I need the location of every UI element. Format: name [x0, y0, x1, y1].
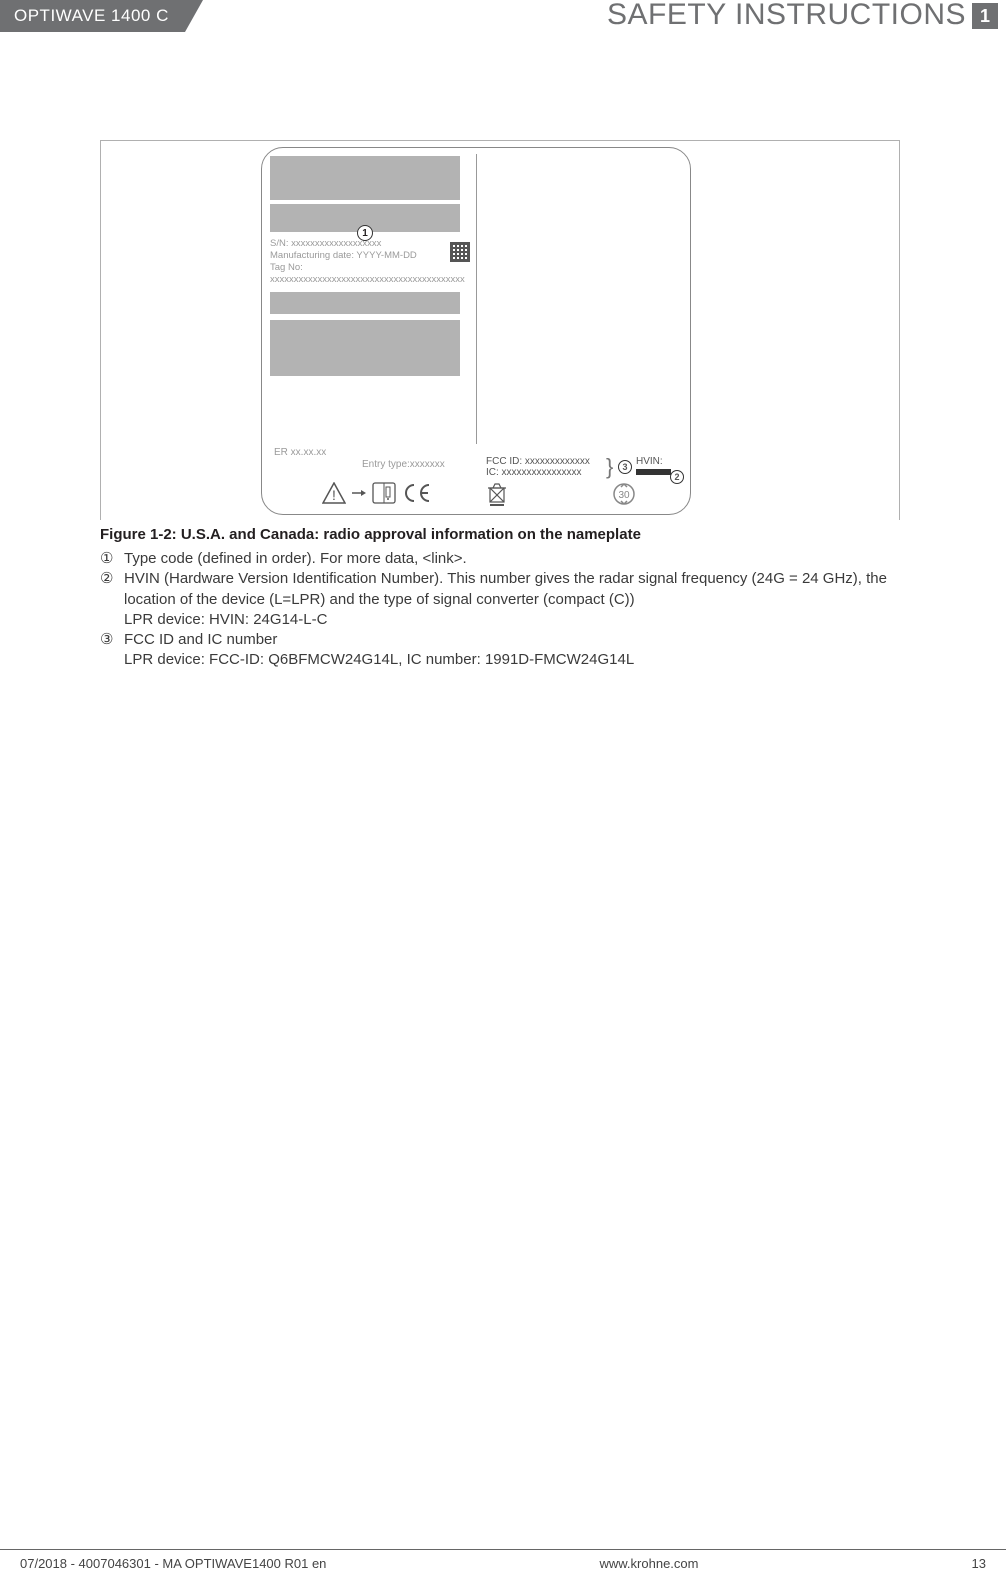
legend-num-1: ① [100, 549, 124, 569]
callout-2: 2 [670, 470, 684, 484]
footer-right: 13 [972, 1556, 986, 1571]
sn-block: S/N: xxxxxxxxxxxxxxxxxxx Manufacturing d… [270, 238, 470, 286]
figure-wrap: 1 S/N: xxxxxxxxxxxxxxxxxxx Manufacturing… [100, 140, 900, 671]
arrow-icon [352, 488, 366, 498]
figure-frame: 1 S/N: xxxxxxxxxxxxxxxxxxx Manufacturing… [100, 140, 900, 520]
tagno-line: Tag No: [270, 262, 470, 274]
svg-text:!: ! [332, 487, 336, 503]
nameplate-left: 1 S/N: xxxxxxxxxxxxxxxxxxx Manufacturing… [270, 156, 470, 376]
icon-row: ! [322, 482, 432, 504]
grey-block-1 [270, 156, 460, 200]
entry-type-text: Entry type:xxxxxxx [362, 459, 445, 470]
legend-text-2b: location of the device (L=LPR) and the t… [100, 590, 900, 610]
plate-divider [476, 154, 477, 444]
mfg-line: Manufacturing date: YYYY-MM-DD [270, 250, 470, 262]
ce-icon [402, 482, 432, 504]
callout-1: 1 [357, 225, 373, 241]
page-footer: 07/2018 - 4007046301 - MA OPTIWAVE1400 R… [0, 1549, 1006, 1571]
grey-block-2: 1 [270, 204, 460, 232]
thirty-icon: 30 [612, 482, 636, 506]
grey-block-3 [270, 292, 460, 314]
header-notch [185, 0, 203, 32]
callout-3: 3 [618, 460, 632, 474]
fcc-block: FCC ID: xxxxxxxxxxxxx IC: xxxxxxxxxxxxxx… [486, 456, 686, 478]
page-header: OPTIWAVE 1400 C SAFETY INSTRUCTIONS 1 [0, 0, 1006, 32]
figure-caption: Figure 1-2: U.S.A. and Canada: radio app… [100, 526, 900, 543]
nameplate-right: FCC ID: xxxxxxxxxxxxx IC: xxxxxxxxxxxxxx… [486, 456, 686, 478]
weee-icon [487, 482, 507, 506]
qr-icon [450, 242, 470, 262]
warning-icon: ! [322, 482, 346, 504]
nameplate: 1 S/N: xxxxxxxxxxxxxxxxxxx Manufacturing… [261, 147, 691, 515]
legend-text-3b: LPR device: FCC-ID: Q6BFMCW24G14L, IC nu… [100, 650, 900, 670]
legend-row-1: ① Type code (defined in order). For more… [100, 549, 900, 569]
legend-text-2c: LPR device: HVIN: 24G14-L-C [100, 610, 900, 630]
grey-block-4 [270, 320, 460, 376]
svg-text:30: 30 [618, 490, 630, 501]
footer-left: 07/2018 - 4007046301 - MA OPTIWAVE1400 R… [20, 1556, 326, 1571]
page: OPTIWAVE 1400 C SAFETY INSTRUCTIONS 1 1 … [0, 0, 1006, 1591]
hvin-value: xxxxxxx [636, 467, 671, 478]
chapter-badge: 1 [972, 3, 998, 29]
er-text: ER xx.xx.xx [274, 447, 326, 458]
legend-list: ① Type code (defined in order). For more… [100, 549, 900, 671]
legend-num-2: ② [100, 569, 124, 589]
header-product: OPTIWAVE 1400 C [0, 0, 185, 32]
manual-icon [372, 482, 396, 504]
footer-center: www.krohne.com [599, 1556, 698, 1571]
legend-row-2: ② HVIN (Hardware Version Identification … [100, 569, 900, 589]
legend-row-3: ③ FCC ID and IC number [100, 630, 900, 650]
legend-num-3: ③ [100, 630, 124, 650]
sn-line: S/N: xxxxxxxxxxxxxxxxxxx [270, 238, 470, 250]
tagval-line: xxxxxxxxxxxxxxxxxxxxxxxxxxxxxxxxxxxxxxxx… [270, 274, 470, 286]
brace-icon: } [606, 456, 613, 478]
legend-text-2a: HVIN (Hardware Version Identification Nu… [124, 569, 900, 589]
hvin-label: HVIN: [636, 456, 663, 467]
legend-text-1: Type code (defined in order). For more d… [124, 549, 900, 569]
legend-text-3a: FCC ID and IC number [124, 630, 900, 650]
header-title: SAFETY INSTRUCTIONS [607, 0, 966, 32]
